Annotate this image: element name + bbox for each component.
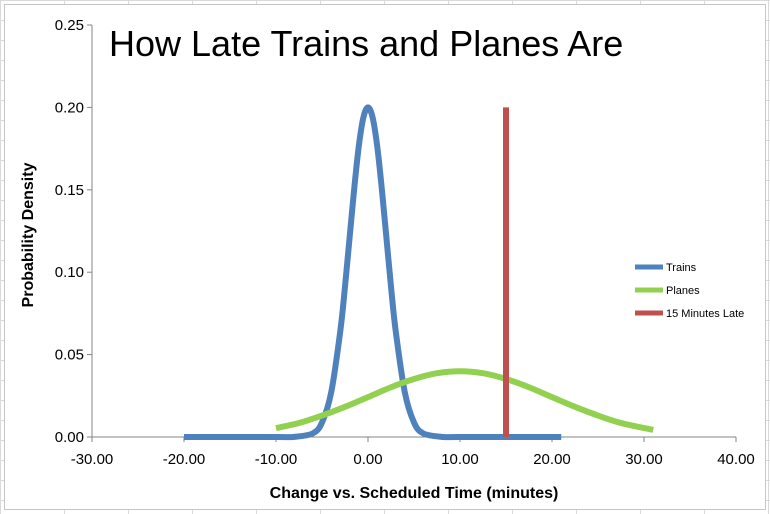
chart-title: How Late Trains and Planes Are — [109, 23, 623, 64]
trains-series-line — [183, 104, 562, 441]
x-tick-label: -20.00 — [163, 451, 206, 468]
y-tick-label: 0.05 — [55, 347, 84, 364]
x-tick-label: -30.00 — [71, 451, 114, 468]
y-tick-label: 0.25 — [55, 17, 84, 34]
x-tick-label: 30.00 — [625, 451, 663, 468]
y-tick-label: 0.20 — [55, 99, 84, 116]
x-tick-label: 0.00 — [353, 451, 382, 468]
x-tick-label: 40.00 — [717, 451, 755, 468]
line-chart: How Late Trains and Planes Are 0.000.050… — [20, 17, 755, 502]
legend-label: Trains — [666, 262, 697, 274]
legend-label: Planes — [666, 285, 700, 297]
x-axis-title: Change vs. Scheduled Time (minutes) — [270, 485, 559, 502]
y-tick-label: 0.15 — [55, 182, 84, 199]
y-tick-label: 0.10 — [55, 264, 84, 281]
x-tick-label: 10.00 — [441, 451, 479, 468]
x-tick-label: 20.00 — [533, 451, 571, 468]
plot-area: 0.00 0.05 0.10 0.15 0.20 0.25 -30.00 -20.00 -10.… — [55, 17, 755, 468]
x-tick-label: -10.00 — [255, 451, 298, 468]
y-tick-label: 0.00 — [55, 429, 84, 446]
legend-item-trains: Trains — [635, 262, 697, 274]
planes-series-line — [275, 368, 654, 433]
legend-label: 15 Minutes Late — [666, 308, 744, 320]
legend: Trains Planes 15 Minutes Late — [635, 262, 744, 320]
legend-item-15-minutes-late: 15 Minutes Late — [635, 308, 744, 320]
legend-item-planes: Planes — [635, 285, 700, 297]
chart-area[interactable]: How Late Trains and Planes Are 0.00 0.05 0… — [4, 4, 766, 510]
y-axis-title: Probability Density — [20, 162, 37, 307]
